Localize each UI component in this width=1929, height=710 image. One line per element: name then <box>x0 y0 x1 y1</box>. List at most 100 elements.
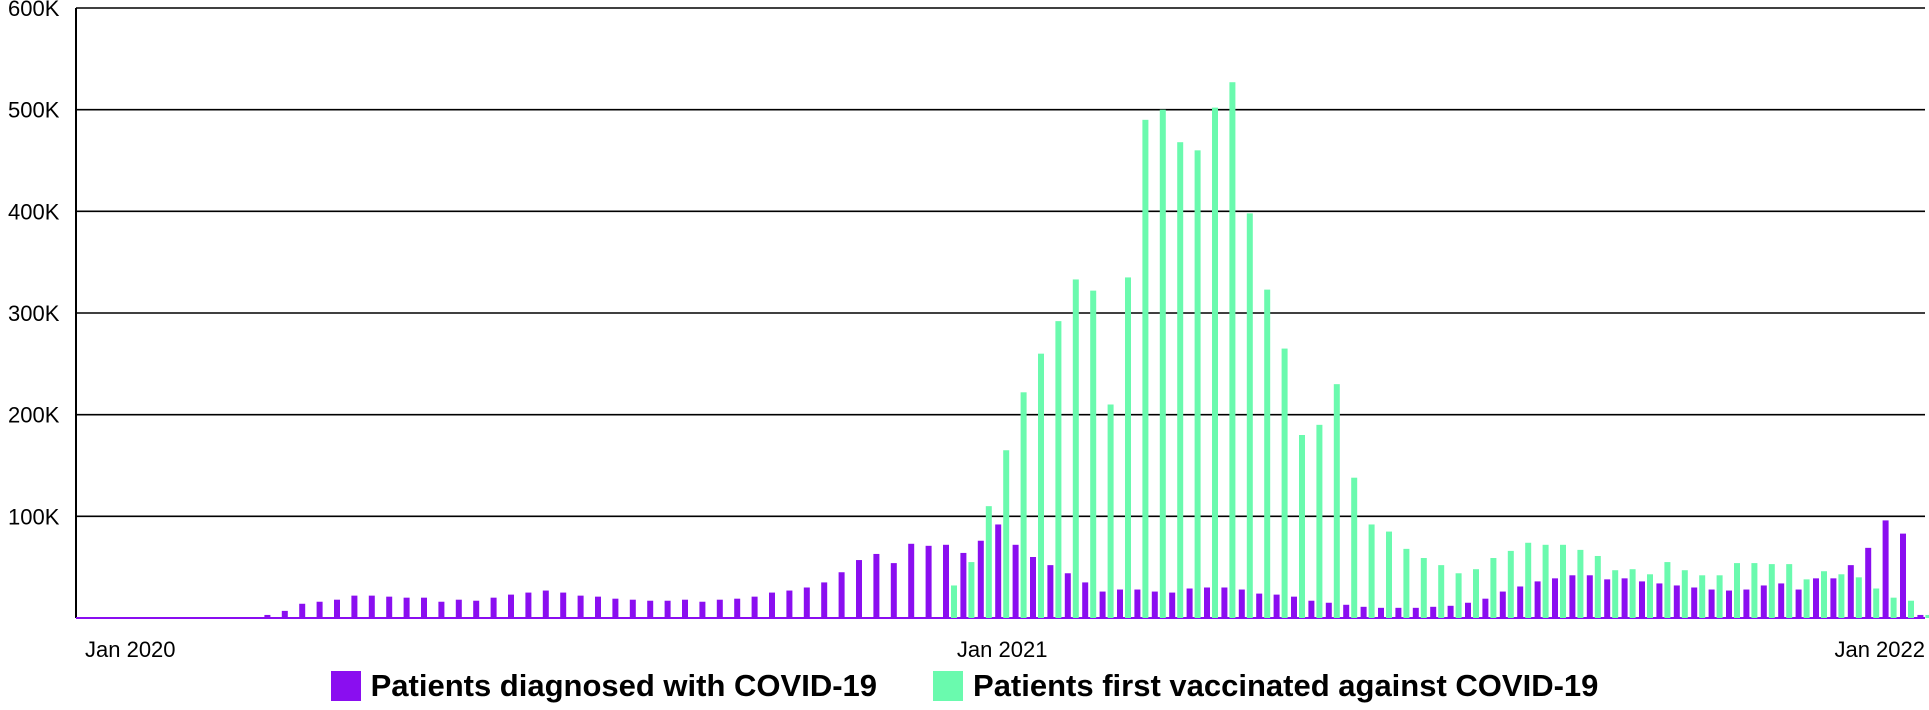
bar-vaccinated <box>1734 563 1740 618</box>
bar-diagnosed <box>1639 581 1645 618</box>
bar-diagnosed <box>403 597 410 618</box>
bar-diagnosed <box>682 599 688 618</box>
bar-diagnosed <box>1395 607 1402 618</box>
bar-vaccinated <box>1855 577 1862 618</box>
bar-vaccinated <box>1142 119 1149 618</box>
bar-diagnosed <box>1343 604 1350 618</box>
bar-diagnosed <box>351 595 358 618</box>
legend: Patients diagnosed with COVID-19 Patient… <box>0 668 1929 704</box>
x-tick-label: Jan 2020 <box>85 637 176 662</box>
bar-vaccinated <box>1194 150 1201 619</box>
bar-diagnosed <box>490 597 497 618</box>
bar-vaccinated <box>1699 575 1706 618</box>
bar-diagnosed <box>1430 606 1437 618</box>
bar-vaccinated <box>1594 555 1601 618</box>
bar-diagnosed <box>943 544 949 618</box>
bar-vaccinated <box>1473 569 1479 618</box>
bar-vaccinated <box>1560 544 1566 618</box>
bar-vaccinated <box>1438 565 1445 618</box>
bar-diagnosed <box>1291 596 1297 618</box>
bar-diagnosed <box>1847 565 1854 618</box>
bar-vaccinated <box>1716 575 1723 618</box>
bar-vaccinated <box>1890 597 1897 618</box>
bar-diagnosed <box>455 599 462 618</box>
bar-diagnosed <box>1760 585 1767 618</box>
bar-diagnosed <box>1117 589 1123 618</box>
bar-diagnosed <box>1308 600 1315 618</box>
bar-vaccinated <box>1368 524 1375 618</box>
bar-vaccinated <box>1229 82 1236 618</box>
bar-diagnosed <box>1012 544 1019 618</box>
x-tick-label: Jan 2022 <box>1834 637 1925 662</box>
bar-diagnosed <box>1325 602 1332 618</box>
bar-diagnosed <box>1482 598 1489 618</box>
bar-diagnosed <box>1378 607 1384 618</box>
y-tick-label: 400K <box>8 199 60 224</box>
legend-label-diagnosed: Patients diagnosed with COVID-19 <box>370 668 878 703</box>
bar-diagnosed <box>281 610 288 618</box>
bar-diagnosed <box>1151 591 1158 618</box>
bar-diagnosed <box>299 603 306 618</box>
bar-vaccinated <box>1038 353 1044 618</box>
bar-diagnosed <box>716 599 723 618</box>
bar-diagnosed <box>1830 578 1837 618</box>
bar-diagnosed <box>1534 581 1541 618</box>
bar-diagnosed <box>334 599 340 618</box>
legend-swatch-diagnosed <box>330 671 361 701</box>
bar-diagnosed <box>629 599 636 618</box>
bar-diagnosed <box>560 592 567 618</box>
bar-vaccinated <box>1768 564 1775 618</box>
bar-diagnosed <box>1186 588 1193 618</box>
bar-vaccinated <box>951 585 957 618</box>
bar-vaccinated <box>1333 384 1340 618</box>
bar-diagnosed <box>838 572 845 618</box>
bar-vaccinated <box>1925 614 1929 618</box>
bar-diagnosed <box>1465 602 1471 618</box>
bar-vaccinated <box>1212 107 1218 618</box>
bar-diagnosed <box>612 598 619 618</box>
bar-diagnosed <box>1673 585 1680 618</box>
bar-vaccinated <box>1264 289 1271 618</box>
bar-diagnosed <box>421 597 427 618</box>
bar-diagnosed <box>1900 533 1906 618</box>
bar-diagnosed <box>386 596 393 618</box>
bar-diagnosed <box>1604 579 1611 618</box>
bar-diagnosed <box>525 592 532 618</box>
legend-item-vaccinated: Patients first vaccinated against COVID-… <box>933 668 1598 704</box>
bar-vaccinated <box>1664 562 1671 618</box>
legend-swatch-vaccinated <box>933 671 964 701</box>
bar-diagnosed <box>1656 583 1663 618</box>
bar-diagnosed <box>1708 589 1715 618</box>
bar-diagnosed <box>368 595 375 618</box>
bar-vaccinated <box>1455 573 1462 618</box>
bar-vaccinated <box>1838 574 1845 618</box>
y-tick-label: 200K <box>8 403 60 428</box>
bar-diagnosed <box>1169 592 1176 618</box>
bar-diagnosed <box>1082 582 1089 618</box>
bar-diagnosed <box>1030 557 1036 618</box>
bar-diagnosed <box>264 614 271 618</box>
bar-diagnosed <box>1552 578 1558 618</box>
bar-diagnosed <box>1412 607 1419 618</box>
bar-diagnosed <box>1047 565 1054 618</box>
bar-vaccinated <box>1612 570 1619 618</box>
bar-diagnosed <box>1360 606 1367 618</box>
bar-vaccinated <box>1125 277 1131 618</box>
bar-diagnosed <box>1778 583 1785 618</box>
y-tick-label: 600K <box>8 0 60 21</box>
bar-diagnosed <box>977 540 984 618</box>
chart-svg: 100K 200K 300K 400K 500K 600K Jan 2020 Jan 2021… <box>8 0 1929 662</box>
y-tick-label: 500K <box>8 98 60 123</box>
bar-diagnosed <box>316 601 323 618</box>
bar-diagnosed <box>821 582 828 618</box>
bar-diagnosed <box>1726 590 1732 618</box>
bar-vaccinated <box>985 506 992 618</box>
bar-diagnosed <box>1221 587 1228 618</box>
bar-vaccinated <box>1246 213 1253 618</box>
bar-diagnosed <box>769 592 775 618</box>
bar-vaccinated <box>1020 392 1027 618</box>
bar-vaccinated <box>1386 531 1392 618</box>
bar-diagnosed <box>1099 591 1106 618</box>
bar-diagnosed <box>1917 614 1924 618</box>
